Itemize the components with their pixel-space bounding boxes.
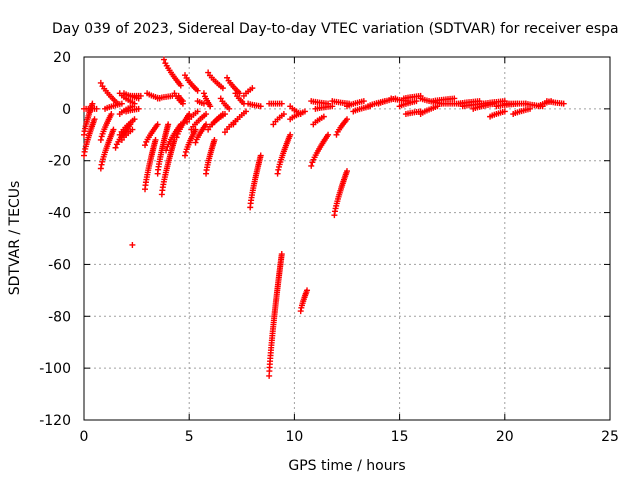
y-tick-label: -80	[48, 309, 71, 325]
data-point	[278, 100, 285, 107]
data-point	[154, 121, 161, 128]
data-point	[221, 111, 228, 118]
data-point	[152, 136, 159, 143]
data-point	[203, 121, 210, 128]
data-point	[194, 108, 201, 115]
data-point	[165, 121, 172, 128]
data-point	[203, 111, 210, 118]
plot-frame	[83, 56, 611, 421]
data-point	[89, 100, 96, 107]
data-point	[129, 126, 136, 133]
y-tick-label: 20	[53, 50, 71, 66]
data-point	[129, 241, 136, 248]
data-point	[179, 98, 186, 105]
data-point	[93, 105, 100, 112]
y-tick-label: 0	[62, 102, 71, 118]
data-point	[287, 131, 294, 138]
data-point	[274, 170, 281, 177]
data-point	[200, 90, 207, 97]
x-tick-label: 10	[285, 429, 303, 445]
data-point	[112, 144, 119, 151]
data-point	[329, 103, 336, 110]
chart-title: Day 039 of 2023, Sidereal Day-to-day VTE…	[52, 21, 619, 37]
data-point	[560, 100, 567, 107]
data-point	[320, 113, 327, 120]
data-point	[333, 131, 340, 138]
data-point	[97, 136, 104, 143]
data-point	[325, 131, 332, 138]
data-point	[249, 85, 256, 92]
data-point	[181, 152, 188, 159]
data-point	[160, 56, 167, 63]
y-tick-label: -100	[39, 361, 71, 377]
y-tick-label: -40	[48, 206, 71, 222]
data-point	[131, 116, 138, 123]
data-point	[163, 147, 170, 154]
data-point	[142, 142, 149, 149]
data-point	[301, 108, 308, 115]
data-point	[360, 98, 367, 105]
data-point	[344, 168, 350, 175]
data-point	[226, 105, 233, 112]
y-tick-label: -20	[48, 154, 71, 170]
x-tick-label: 15	[391, 429, 409, 445]
y-axis-label: SDTVAR / TECUs	[7, 181, 23, 296]
x-axis-label: GPS time / hours	[288, 458, 405, 474]
x-tick-label: 20	[496, 429, 514, 445]
data-point	[110, 126, 117, 133]
data-point	[211, 136, 218, 143]
data-point	[344, 116, 350, 123]
y-tick-label: -120	[39, 413, 71, 429]
data-point	[91, 116, 98, 123]
data-points	[81, 56, 567, 379]
data-point	[219, 85, 226, 92]
x-tick-label: 25	[601, 429, 619, 445]
data-point	[280, 111, 287, 118]
data-point	[97, 79, 104, 86]
data-point	[278, 251, 285, 258]
data-point	[137, 92, 144, 99]
data-point	[177, 82, 184, 89]
data-point	[108, 111, 115, 118]
data-point	[308, 162, 315, 169]
data-point	[200, 100, 207, 107]
data-point	[257, 152, 264, 159]
data-point	[135, 105, 142, 112]
data-point	[275, 166, 282, 173]
grid-lines	[84, 57, 610, 420]
data-point	[230, 121, 237, 128]
data-point	[221, 129, 228, 136]
data-point	[243, 108, 250, 115]
axis-ticks: 0 5 10 15 20 25 20 0 -20 -40 -60 -80 -100 -120	[39, 50, 619, 445]
data-point	[304, 287, 311, 294]
data-point	[118, 100, 125, 107]
data-point	[97, 165, 104, 172]
x-tick-label: 0	[80, 429, 89, 445]
data-point	[173, 134, 180, 141]
data-point	[98, 161, 105, 168]
data-point	[192, 139, 199, 146]
data-point	[451, 95, 458, 102]
data-point	[257, 103, 264, 110]
data-point	[194, 87, 201, 94]
data-point	[434, 103, 441, 110]
data-point	[501, 108, 508, 115]
y-tick-label: -60	[48, 257, 71, 273]
data-point	[207, 103, 214, 110]
x-tick-label: 5	[185, 429, 194, 445]
